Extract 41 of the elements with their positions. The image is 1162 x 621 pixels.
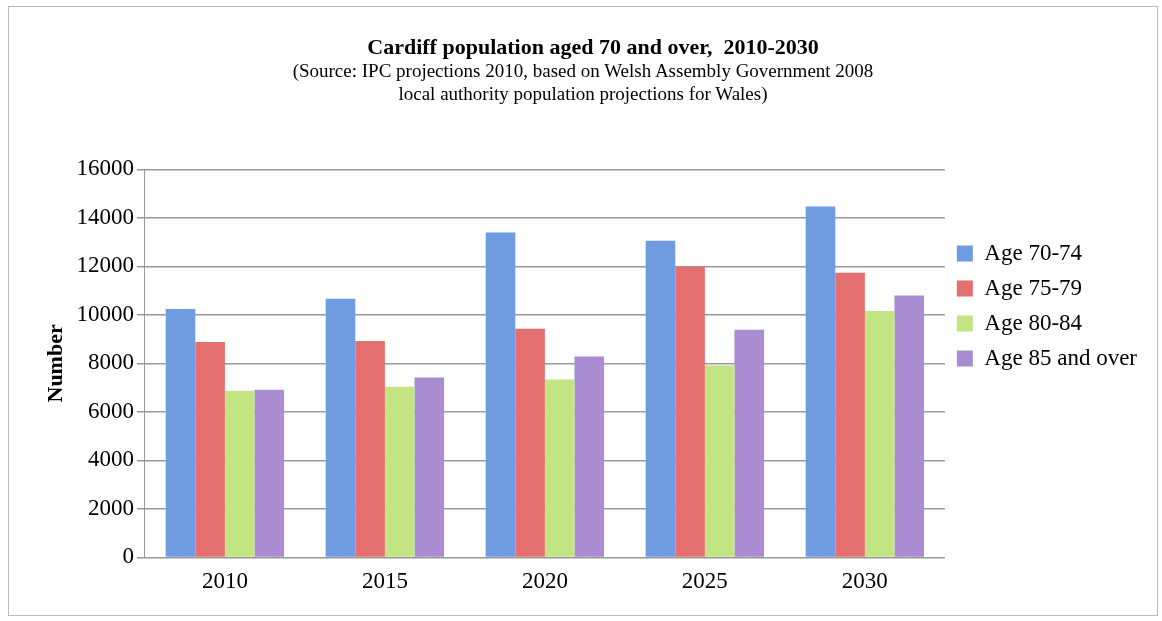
y-tick-label: 10000 bbox=[76, 300, 134, 326]
bar bbox=[835, 272, 865, 557]
legend-label: Age 75-79 bbox=[984, 274, 1083, 300]
bar bbox=[254, 389, 285, 557]
chart-title: Cardiff population aged 70 and over, 2010-2030 bbox=[367, 33, 819, 59]
bar bbox=[515, 328, 545, 557]
y-tick-label: 12000 bbox=[76, 252, 134, 278]
y-tick-label: 14000 bbox=[76, 203, 134, 229]
bar bbox=[894, 295, 925, 557]
bar bbox=[165, 309, 196, 557]
bar bbox=[384, 386, 415, 557]
y-axis-title: Number bbox=[41, 324, 67, 403]
bar bbox=[675, 266, 705, 557]
bar bbox=[734, 329, 765, 557]
bar bbox=[195, 342, 225, 557]
x-tick-label: 2020 bbox=[521, 568, 568, 594]
y-tick-label: 6000 bbox=[87, 397, 134, 423]
x-tick-label: 2025 bbox=[681, 568, 728, 594]
bar bbox=[574, 356, 605, 557]
y-tick-label: 0 bbox=[122, 543, 134, 569]
bar bbox=[355, 341, 385, 557]
y-tick-label: 2000 bbox=[87, 494, 134, 520]
x-tick-label: 2030 bbox=[841, 568, 888, 594]
x-tick-label: 2010 bbox=[201, 568, 248, 594]
bar bbox=[544, 379, 575, 557]
y-tick-label: 16000 bbox=[76, 155, 134, 181]
x-tick-label: 2015 bbox=[361, 568, 408, 594]
bar bbox=[414, 377, 445, 557]
bar bbox=[325, 298, 356, 557]
bar bbox=[805, 206, 836, 557]
bar bbox=[485, 232, 516, 557]
y-tick-label: 8000 bbox=[87, 349, 134, 375]
bar bbox=[864, 311, 895, 557]
legend-label: Age 85 and over bbox=[984, 344, 1138, 370]
text: (Source: IPC projections 2010, based on Welsh Assembly Government 2008 local authority population projections for Wales) bbox=[291, 59, 875, 105]
legend-label: Age 80-84 bbox=[984, 309, 1083, 335]
y-tick-label: 4000 bbox=[87, 446, 134, 472]
bar bbox=[704, 365, 735, 557]
bar bbox=[224, 390, 255, 557]
legend-label: Age 70-74 bbox=[984, 239, 1083, 265]
bar bbox=[645, 240, 676, 557]
